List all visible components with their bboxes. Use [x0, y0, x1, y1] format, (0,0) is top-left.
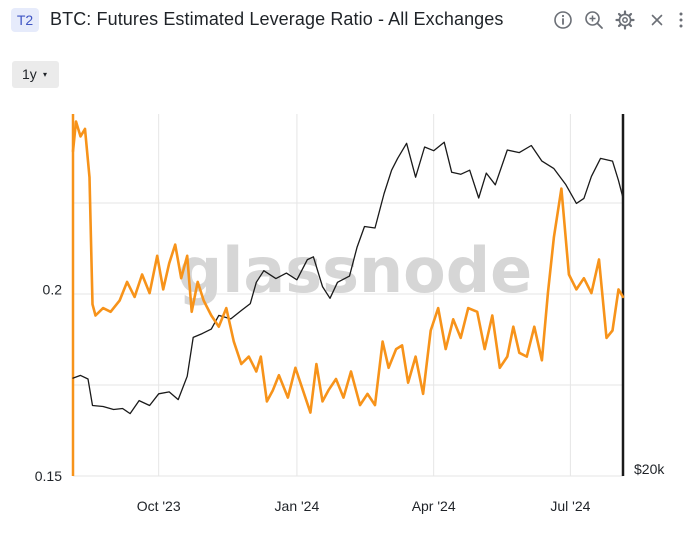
info-icon[interactable]: [552, 9, 574, 31]
time-range-dropdown[interactable]: 1y ▾: [12, 61, 59, 88]
gear-icon[interactable]: [614, 9, 636, 31]
y-left-tick-label: 0.15: [35, 468, 62, 484]
more-vertical-icon[interactable]: [674, 9, 688, 31]
y-right-tick-label: $20k: [634, 461, 665, 477]
chart-title: BTC: Futures Estimated Leverage Ratio - …: [50, 9, 504, 29]
tier-badge: T2: [11, 8, 39, 32]
x-tick-label: Jan '24: [275, 498, 320, 514]
chart-header: T2 BTC: Futures Estimated Leverage Ratio…: [0, 0, 700, 44]
close-icon[interactable]: [646, 9, 668, 31]
price-series-line: [72, 141, 624, 415]
x-tick-label: Oct '23: [137, 498, 181, 514]
y-left-tick-label: 0.2: [43, 281, 63, 297]
tick-labels: Oct '23 Jan '24 Apr '24 Jul '24 0.15 0.2 $20k: [35, 281, 666, 514]
time-range-label: 1y: [22, 66, 37, 82]
x-tick-label: Apr '24: [412, 498, 456, 514]
series: [71, 120, 625, 415]
x-tick-label: Jul '24: [550, 498, 590, 514]
leverage-chart: glassnode Oct '23 Jan '24 Apr '24 Jul '24 0.…: [35, 114, 666, 514]
chevron-down-icon: ▾: [43, 70, 48, 79]
zoom-in-icon[interactable]: [583, 9, 605, 31]
leverage-series-line: [71, 120, 625, 414]
watermark: glassnode: [178, 234, 532, 307]
